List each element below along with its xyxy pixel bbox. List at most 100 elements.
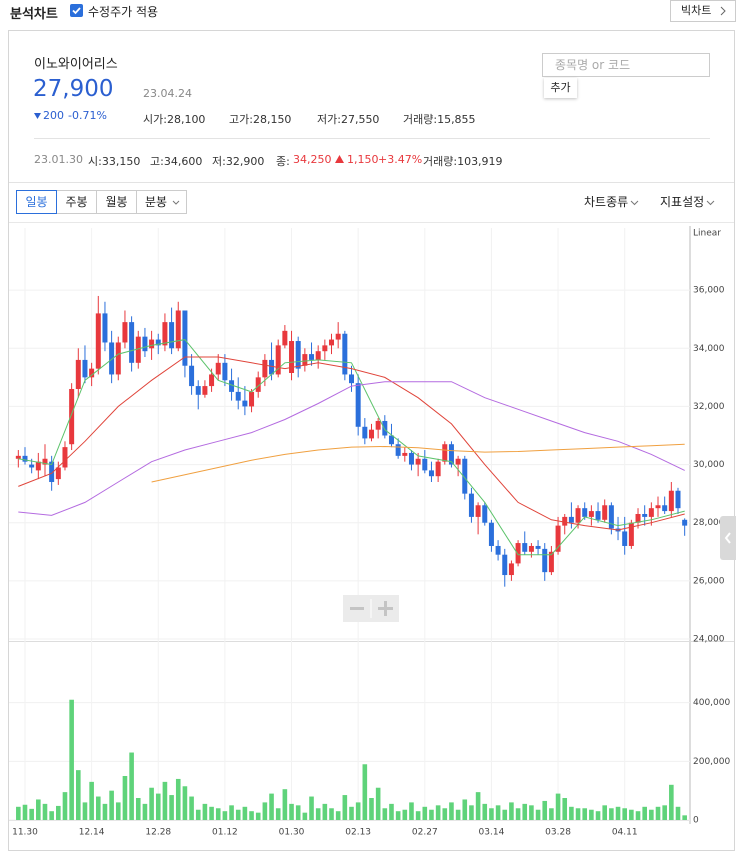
hover-close: 34,250 (293, 153, 332, 166)
volume-bar (362, 764, 368, 820)
zoom-out[interactable] (350, 607, 364, 610)
candle-body (402, 452, 408, 456)
candle-body (542, 548, 548, 573)
divider (9, 182, 734, 183)
x-tick-label: 12.28 (145, 828, 171, 838)
volume-bar (542, 800, 548, 820)
stock-date: 23.04.24 (143, 87, 192, 100)
menu-label: 차트종류 (584, 195, 629, 209)
candle-body (435, 461, 441, 477)
candle-body (488, 522, 494, 546)
big-chart-button[interactable]: 빅차트 (670, 0, 736, 22)
volume-bar (62, 792, 68, 820)
volume-bar (82, 802, 88, 820)
candle-body (262, 359, 268, 378)
stock-change: 200 (43, 109, 64, 122)
candle-body (662, 505, 668, 512)
up-arrow (335, 155, 344, 163)
volume-bar (95, 796, 101, 820)
candle-body (162, 322, 168, 346)
period-button[interactable]: 분봉 (136, 190, 187, 214)
candle-body (515, 543, 521, 564)
candle-body (622, 531, 628, 546)
candle-body (388, 435, 394, 445)
candle-body (269, 359, 275, 375)
period-button[interactable]: 주봉 (56, 190, 97, 214)
hover-date: 23.01.30 (34, 153, 83, 166)
volume-bar (22, 804, 28, 820)
caret-icon (630, 200, 639, 206)
volume-bar (415, 811, 421, 820)
candle-body (668, 490, 674, 512)
volume-bar (162, 781, 168, 820)
volume-bar (429, 809, 434, 820)
volume-bar (462, 799, 468, 820)
stock-name: 이노와이어리스 (34, 57, 118, 72)
candle-body (175, 310, 181, 349)
candle-body (22, 455, 28, 462)
x-tick-label: 03.14 (479, 828, 505, 838)
indicator-menu[interactable]: 지표설정 (660, 193, 715, 210)
chart-type-menu[interactable]: 차트종류 (584, 193, 639, 210)
period-button[interactable]: 일봉 (16, 190, 57, 214)
candle-body (575, 508, 581, 523)
volume-bar (589, 809, 594, 820)
candle-body (329, 339, 335, 346)
candle-body (475, 505, 481, 517)
moving-average (18, 381, 685, 516)
candle-body (362, 426, 368, 439)
volume-bar (16, 806, 21, 820)
candle-body (455, 458, 461, 465)
volume-bar (682, 815, 687, 820)
volume-bar (622, 808, 627, 820)
candle-body (395, 444, 401, 456)
volume-bar (655, 806, 661, 820)
y-tick-label: 26,000 (693, 576, 725, 586)
candle-body (109, 342, 115, 375)
volume-bar (635, 811, 641, 820)
volume-bar (549, 808, 554, 820)
volume-bar (662, 805, 667, 820)
candle-body (249, 391, 255, 407)
zoom-in[interactable] (378, 601, 393, 616)
zoom-icons (350, 599, 393, 618)
volume-bar (555, 793, 561, 820)
volume-bar (229, 805, 234, 820)
period-button[interactable]: 월봉 (96, 190, 137, 214)
candle-body (502, 554, 508, 576)
volume-bar (102, 803, 108, 820)
add-button[interactable]: 추가 (544, 78, 577, 98)
checkbox[interactable] (70, 4, 83, 17)
candle-body (155, 339, 161, 346)
volume-bar (609, 808, 614, 820)
candle-body (442, 444, 448, 462)
search-input[interactable]: 종목명 or 코드 (542, 53, 710, 77)
candle-body (129, 322, 135, 363)
volume-bar (482, 803, 488, 820)
volume-bar (389, 803, 394, 820)
candle-body (62, 447, 68, 468)
moving-average (18, 356, 685, 531)
volume-bar (502, 809, 508, 820)
zoom-control (343, 595, 399, 622)
y-tick-label: 30,000 (693, 460, 725, 470)
candle-body (169, 322, 175, 349)
volume-bar (242, 806, 248, 820)
volume-bar (475, 792, 481, 820)
stat: 시가:28,100 (143, 113, 206, 126)
candle-body (195, 386, 201, 395)
candle-body (275, 345, 281, 375)
candle-body (29, 464, 35, 468)
volume-bar (135, 798, 141, 820)
candle-body (495, 545, 501, 555)
y-tick-label: 32,000 (693, 402, 725, 412)
candle-body (375, 420, 381, 430)
side-tab[interactable] (720, 516, 736, 560)
y-tick-label: 36,000 (693, 286, 725, 296)
volume-bar (469, 805, 474, 820)
candle-body (115, 342, 121, 375)
candle-body (655, 505, 661, 509)
candle-body (528, 545, 534, 552)
volume-bar (329, 808, 334, 820)
